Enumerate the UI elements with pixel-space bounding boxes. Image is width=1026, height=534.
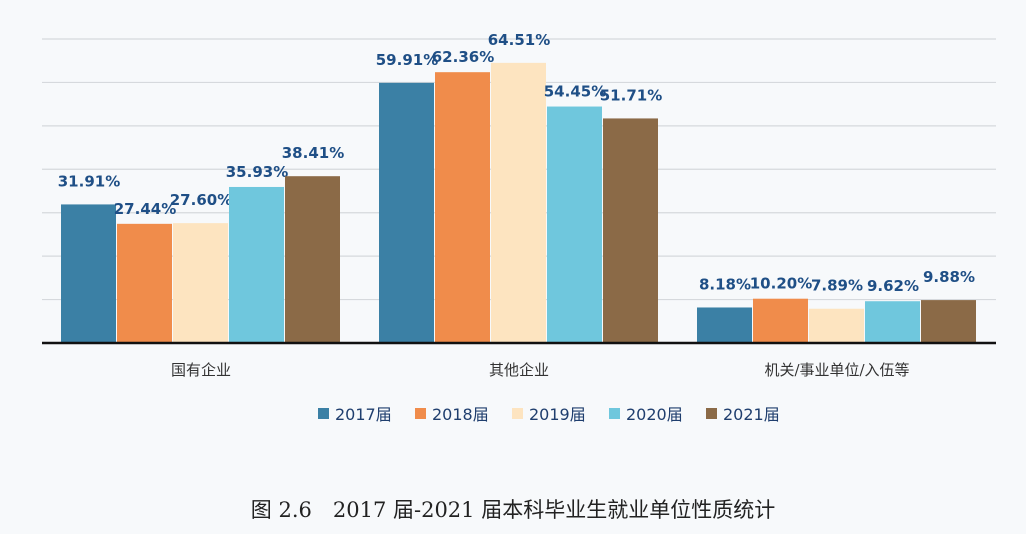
data-label: 27.44%	[114, 200, 176, 218]
data-label: 64.51%	[488, 31, 550, 49]
bar-chart: 31.91% 27.44%27.60% 35.93%38.41% 国有企业 59.91%…	[42, 31, 996, 424]
bar	[435, 72, 490, 343]
data-label: 8.18%	[699, 275, 751, 293]
legend-swatch	[706, 408, 717, 419]
data-label: 7.89%	[811, 277, 863, 295]
legend-swatch	[512, 408, 523, 419]
bar	[117, 223, 172, 343]
bar	[173, 223, 228, 343]
legend-swatch	[609, 408, 620, 419]
data-label: 54.45%	[544, 83, 606, 101]
category-label: 其他企业	[489, 361, 549, 379]
bar	[753, 298, 808, 343]
bar	[809, 308, 864, 343]
bar	[285, 176, 340, 343]
bar	[697, 307, 752, 343]
data-label: 51.71%	[600, 86, 662, 104]
bar	[491, 62, 546, 343]
data-label: 31.91%	[58, 172, 120, 190]
bar	[379, 82, 434, 343]
data-label: 59.91%	[376, 51, 438, 69]
legend-swatch	[415, 408, 426, 419]
bar	[61, 204, 116, 343]
legend-label: 2017届	[335, 405, 392, 424]
bar	[603, 118, 658, 344]
bar	[865, 301, 920, 343]
bar	[229, 186, 284, 343]
legend-label: 2021届	[723, 405, 780, 424]
data-label: 38.41%	[282, 144, 344, 162]
legend-swatch	[318, 408, 329, 419]
legend-label: 2020届	[626, 405, 683, 424]
category-label: 机关/事业单位/入伍等	[764, 361, 909, 379]
bar	[921, 300, 976, 343]
data-label: 27.60%	[170, 191, 232, 209]
data-label: 35.93%	[226, 163, 288, 181]
bar	[547, 106, 602, 343]
data-label: 62.36%	[432, 48, 494, 66]
data-label: 9.88%	[923, 268, 975, 286]
data-label: 9.62%	[867, 277, 919, 295]
legend-label: 2019届	[529, 405, 586, 424]
category-label: 国有企业	[171, 361, 231, 379]
data-label: 10.20%	[750, 275, 812, 293]
figure-caption: 图 2.6 2017 届-2021 届本科毕业生就业单位性质统计	[250, 498, 776, 522]
legend-label: 2018届	[432, 405, 489, 424]
